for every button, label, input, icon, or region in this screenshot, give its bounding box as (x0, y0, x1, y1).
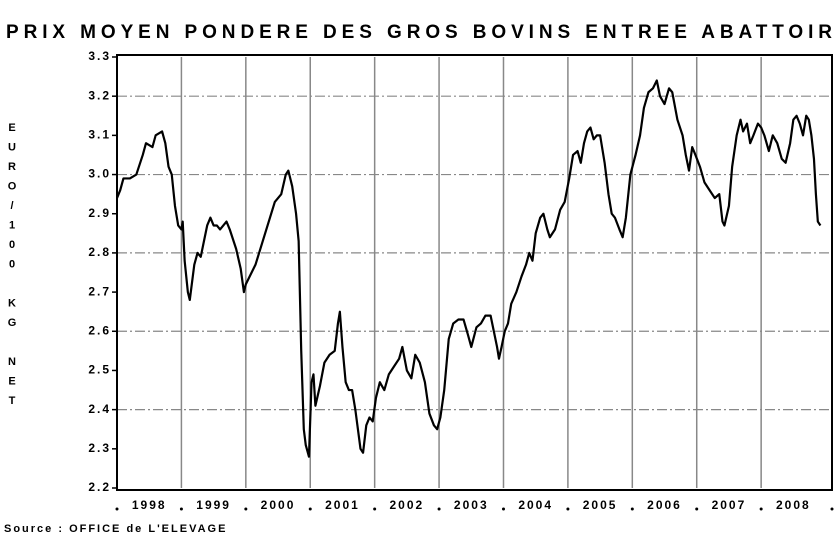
y-tick-label: 2.4 (88, 402, 111, 416)
x-tick-label: 2004 (518, 498, 553, 512)
y-tick-label: 2.3 (88, 441, 111, 455)
x-tick (437, 507, 441, 511)
x-tick-label: 2007 (712, 498, 747, 512)
chart-title: PRIX MOYEN PONDERE DES GROS BOVINS ENTRE… (6, 22, 832, 43)
x-tick (566, 507, 570, 511)
x-tick (308, 507, 312, 511)
x-tick (501, 507, 505, 511)
x-tick-label: 2008 (776, 498, 811, 512)
x-tick-label: 1998 (132, 498, 167, 512)
x-tick-label: 2002 (390, 498, 425, 512)
x-tick-label: 1999 (196, 498, 231, 512)
x-tick-label: 2005 (583, 498, 618, 512)
x-tick (115, 507, 119, 511)
y-tick-label: 3.0 (88, 167, 111, 181)
x-tick-label: 2000 (261, 498, 296, 512)
x-tick-label: 2001 (325, 498, 360, 512)
y-tick-label: 2.2 (88, 480, 111, 494)
y-tick-label: 2.5 (88, 363, 111, 377)
x-tick (695, 507, 699, 511)
x-tick (759, 507, 763, 511)
price-line (115, 79, 822, 458)
y-tick-label: 2.9 (88, 206, 111, 220)
y-tick-label: 3.2 (88, 88, 111, 102)
x-tick-label: 2006 (647, 498, 682, 512)
x-tick (830, 507, 834, 511)
x-tick (244, 507, 248, 511)
x-tick-label: 2003 (454, 498, 489, 512)
plot-frame (116, 54, 833, 491)
source-note: Source : OFFICE de L'ELEVAGE (4, 523, 227, 533)
x-tick (179, 507, 183, 511)
y-tick-label: 3.1 (88, 128, 111, 142)
y-tick-label: 2.6 (88, 323, 111, 337)
y-tick-label: 2.7 (88, 284, 111, 298)
x-tick (373, 507, 377, 511)
x-tick (630, 507, 634, 511)
y-tick-label: 3.3 (88, 49, 111, 63)
y-tick-label: 2.8 (88, 245, 111, 259)
